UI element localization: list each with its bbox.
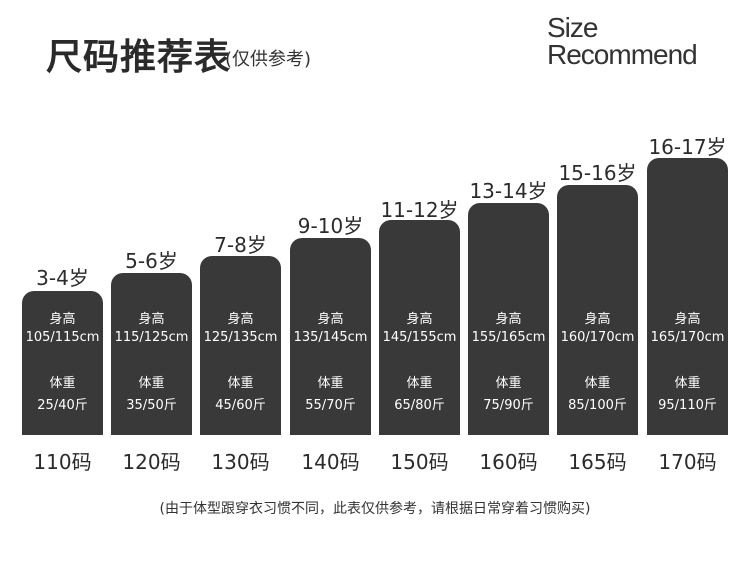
height-label: 身高: [406, 312, 433, 327]
size-bar: 身高 165/170cm 体重 95/110斤: [647, 158, 728, 435]
height-value: 165/170cm: [650, 330, 725, 345]
height-label: 身高: [317, 312, 344, 327]
size-code: 170码: [658, 450, 717, 474]
brand-line-1: Size: [547, 12, 598, 43]
height-value: 105/115cm: [25, 330, 100, 345]
age-label: 15-16岁: [558, 161, 637, 185]
age-label: 16-17岁: [648, 135, 727, 159]
size-code: 160码: [479, 450, 538, 474]
height-label: 身高: [495, 312, 522, 327]
weight-label: 体重: [674, 376, 701, 391]
age-label: 7-8岁: [214, 233, 267, 257]
height-label: 身高: [227, 312, 254, 327]
weight-value: 85/100斤: [568, 398, 627, 413]
size-bar: 身高 135/145cm 体重 55/70斤: [290, 238, 371, 435]
size-code: 150码: [390, 450, 449, 474]
age-label: 5-6岁: [125, 249, 178, 273]
weight-value: 95/110斤: [658, 398, 717, 413]
size-bar: 身高 155/165cm 体重 75/90斤: [468, 203, 549, 435]
size-bar: 身高 125/135cm 体重 45/60斤: [200, 256, 281, 435]
size-code: 110码: [33, 450, 92, 474]
height-label: 身高: [584, 312, 611, 327]
brand-logo-text: Size Recommend: [547, 12, 698, 70]
size-bar: 身高 160/170cm 体重 85/100斤: [557, 185, 638, 435]
size-code: 165码: [568, 450, 627, 474]
age-label: 13-14岁: [469, 179, 548, 203]
size-code: 130码: [211, 450, 270, 474]
height-value: 125/135cm: [203, 330, 278, 345]
size-bar: 身高 115/125cm 体重 35/50斤: [111, 273, 192, 435]
height-label: 身高: [138, 312, 165, 327]
weight-value: 65/80斤: [394, 398, 445, 413]
weight-value: 25/40斤: [37, 398, 88, 413]
weight-label: 体重: [406, 376, 433, 391]
weight-label: 体重: [495, 376, 522, 391]
page-title: 尺码推荐表: [46, 37, 232, 78]
height-label: 身高: [674, 312, 701, 327]
size-bar: 身高 105/115cm 体重 25/40斤: [22, 291, 103, 435]
footer-note: (由于体型跟穿衣习惯不同，此表仅供参考，请根据日常穿着习惯购买): [159, 501, 591, 517]
age-label: 9-10岁: [297, 214, 364, 238]
height-value: 160/170cm: [560, 330, 635, 345]
weight-value: 35/50斤: [126, 398, 177, 413]
brand-line-2: Recommend: [547, 39, 698, 70]
height-value: 145/155cm: [382, 330, 457, 345]
size-code: 120码: [122, 450, 181, 474]
height-value: 155/165cm: [471, 330, 546, 345]
size-bar: 身高 145/155cm 体重 65/80斤: [379, 220, 460, 435]
height-label: 身高: [49, 312, 76, 327]
age-label: 3-4岁: [36, 266, 89, 290]
weight-label: 体重: [138, 376, 165, 391]
weight-label: 体重: [49, 376, 76, 391]
weight-label: 体重: [227, 376, 254, 391]
weight-label: 体重: [317, 376, 344, 391]
height-value: 135/145cm: [293, 330, 368, 345]
age-label: 11-12岁: [380, 198, 459, 222]
height-value: 115/125cm: [114, 330, 189, 345]
weight-value: 75/90斤: [483, 398, 534, 413]
weight-label: 体重: [584, 376, 611, 391]
size-code: 140码: [301, 450, 360, 474]
weight-value: 45/60斤: [215, 398, 266, 413]
page-subtitle: (仅供参考): [225, 49, 312, 70]
weight-value: 55/70斤: [305, 398, 356, 413]
